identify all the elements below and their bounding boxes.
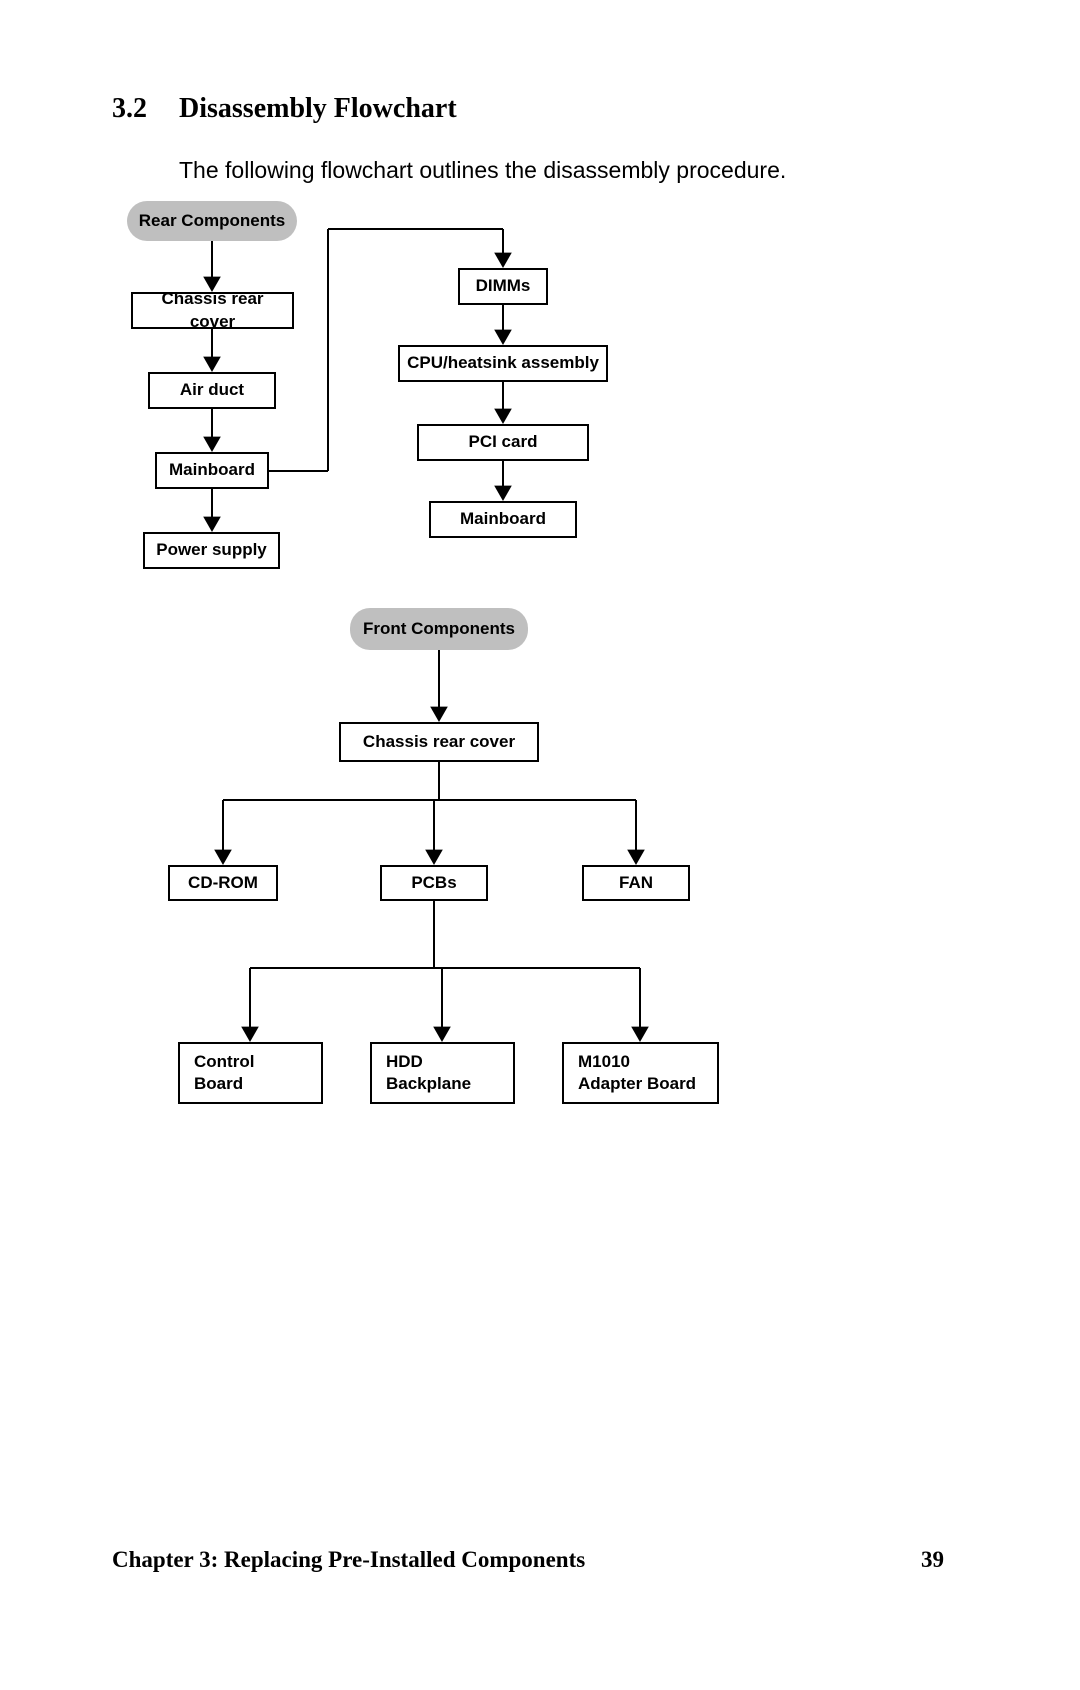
node-fan: FAN — [582, 865, 690, 901]
node-front_cover: Chassis rear cover — [339, 722, 539, 762]
section-title: Disassembly Flowchart — [179, 93, 457, 125]
node-control: ControlBoard — [178, 1042, 323, 1104]
footer-page-number: 39 — [904, 1547, 944, 1573]
node-rear_cover: Chassis rear cover — [131, 292, 294, 329]
node-front_pill: Front Components — [350, 608, 528, 650]
footer-chapter: Chapter 3: Replacing Pre-Installed Compo… — [112, 1547, 585, 1573]
node-rear_pill: Rear Components — [127, 201, 297, 241]
flowchart-edges — [0, 0, 1080, 1690]
node-hdd_bp: HDDBackplane — [370, 1042, 515, 1104]
node-cdrom: CD-ROM — [168, 865, 278, 901]
node-pcbs: PCBs — [380, 865, 488, 901]
node-dimms: DIMMs — [458, 268, 548, 305]
node-m1010: M1010Adapter Board — [562, 1042, 719, 1104]
node-cpu_heatsink: CPU/heatsink assembly — [398, 345, 608, 382]
node-mainboard2: Mainboard — [429, 501, 577, 538]
page: 3.2 Disassembly Flowchart The following … — [0, 0, 1080, 1690]
section-number: 3.2 — [112, 93, 147, 125]
intro-text: The following flowchart outlines the dis… — [179, 157, 786, 184]
node-mainboard1: Mainboard — [155, 452, 269, 489]
node-air_duct: Air duct — [148, 372, 276, 409]
node-power: Power supply — [143, 532, 280, 569]
node-pci: PCI card — [417, 424, 589, 461]
